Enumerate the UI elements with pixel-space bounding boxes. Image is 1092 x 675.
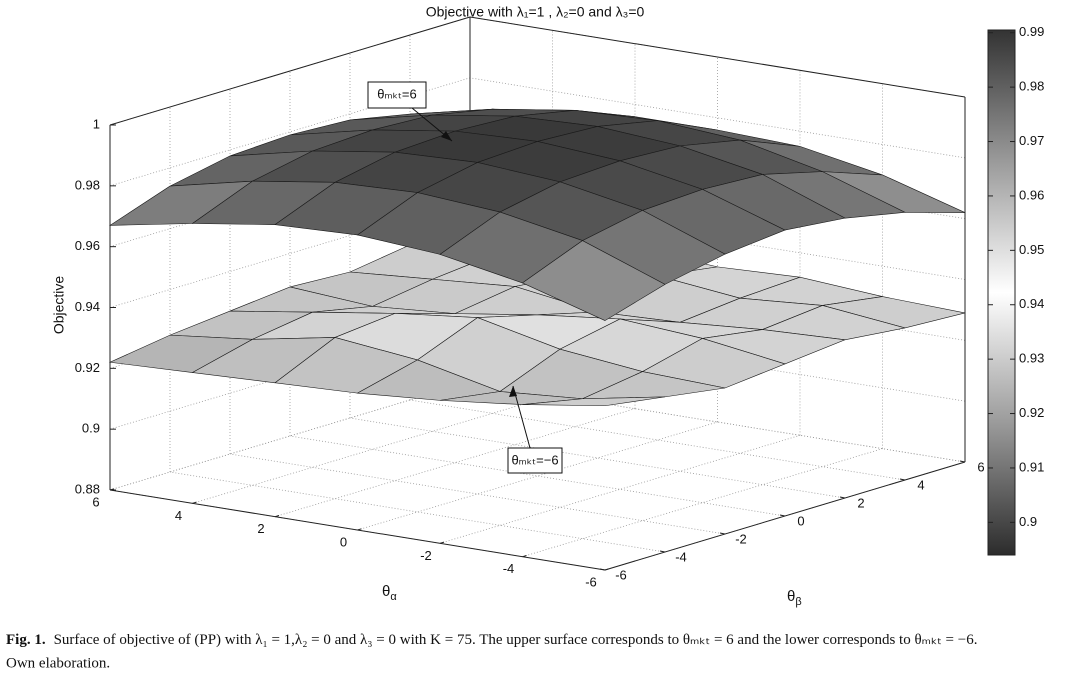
tick-mark <box>274 514 280 518</box>
y-tick-label: 4 <box>917 477 924 492</box>
chart-title: Objective with λ₁=1 , λ₂=0 and λ₃=0 <box>426 4 645 20</box>
x-tick-label: -2 <box>420 548 432 563</box>
colorbar-tick-label: 0.93 <box>1019 351 1044 366</box>
y-tick-label: 6 <box>977 459 984 474</box>
colorbar-tick-label: 0.99 <box>1019 24 1044 39</box>
z-tick-label: 0.94 <box>75 299 100 314</box>
colorbar-tick-label: 0.9 <box>1019 514 1037 529</box>
grid-line <box>409 399 906 481</box>
caption: Fig. 1. Surface of objective of (PP) with… <box>6 632 977 648</box>
y-axis-symbol: θ <box>787 588 795 605</box>
annotation: θₘₖₜ=−6 <box>507 385 563 474</box>
z-tick-label: 1 <box>93 116 100 131</box>
tick-mark <box>959 460 966 463</box>
x-tick-label: 6 <box>92 494 99 509</box>
tick-mark <box>109 488 115 491</box>
axis-line <box>109 16 471 126</box>
colorbar-tick-label: 0.97 <box>1019 133 1044 148</box>
x-axis-subscript: α <box>390 591 397 603</box>
tick-mark <box>522 554 527 558</box>
colorbar-tick-label: 0.91 <box>1019 459 1044 474</box>
y-tick-label: 2 <box>857 495 864 510</box>
y-tick-label: -6 <box>615 567 627 582</box>
x-tick-label: 2 <box>257 521 264 536</box>
plot-area: 0.88 0.9 0.92 0.94 0.96 0.98 1 -6 -4 -2 0 2 4 6 -6 -4 -2… <box>75 16 985 589</box>
arrow-head <box>509 386 517 397</box>
z-tick-label: 0.88 <box>75 481 100 496</box>
x-axis-label: θα <box>382 583 397 603</box>
colorbar-tick-label: 0.95 <box>1019 242 1044 257</box>
tick-mark <box>439 541 445 544</box>
colorbar-tick-label: 0.94 <box>1019 296 1044 311</box>
tick-mark <box>719 532 726 535</box>
x-tick-label: 0 <box>340 534 347 549</box>
axis-line <box>469 16 966 98</box>
tick-mark <box>599 568 606 571</box>
tick-mark <box>779 514 786 517</box>
colorbar-tick-label: 0.98 <box>1019 79 1044 94</box>
z-tick-label: 0.96 <box>75 238 100 253</box>
annotation-box <box>367 81 427 109</box>
y-tick-label: -4 <box>675 549 687 564</box>
colorbar-ticks: 0.9 0.91 0.92 0.93 0.94 0.95 0.96 0.97 0.98 0.99 <box>988 24 1044 529</box>
grid-line <box>349 417 846 499</box>
grid-line <box>169 471 666 553</box>
x-tick-label: 4 <box>175 508 182 523</box>
surface-patch <box>521 240 666 321</box>
tick-mark <box>604 568 610 571</box>
z-tick-label: 0.98 <box>75 177 100 192</box>
surface-patch <box>522 396 666 407</box>
colorbar-tick-label: 0.92 <box>1019 405 1044 420</box>
z-tick-label: 0.92 <box>75 360 100 375</box>
z-tick-label: 0.9 <box>82 421 100 436</box>
caption-text: Own elaboration. <box>6 655 110 671</box>
x-tick-label: -6 <box>585 574 597 589</box>
annotation-text: θₘₖₜ=6 <box>377 86 417 101</box>
caption-text: Surface of objective of (PP) with λ₁ = 1… <box>54 632 978 648</box>
y-tick-label: -2 <box>735 531 747 546</box>
tick-mark <box>357 528 362 531</box>
tick-mark <box>659 550 666 553</box>
z-axis-label: Objective <box>51 276 67 335</box>
arrow-head <box>441 131 452 141</box>
grid-line <box>229 453 726 535</box>
colorbar <box>987 29 1016 556</box>
annotation-box <box>507 447 563 474</box>
grid-line <box>289 435 786 517</box>
tick-mark <box>839 496 846 499</box>
y-axis-subscript: β <box>795 596 801 608</box>
annotation-arrow <box>512 385 531 449</box>
caption-label: Fig. 1. <box>6 632 46 648</box>
x-tick-label: -4 <box>503 561 515 576</box>
grid-line <box>469 77 966 159</box>
colorbar-tick-label: 0.96 <box>1019 187 1044 202</box>
y-axis-label: θβ <box>787 588 802 608</box>
tick-mark <box>192 501 197 504</box>
annotation: θₘₖₜ=6 <box>367 81 453 142</box>
y-tick-label: 0 <box>797 513 804 528</box>
x-axis-symbol: θ <box>382 583 390 600</box>
annotation-text: θₘₖₜ=−6 <box>511 452 558 467</box>
tick-mark <box>899 478 906 481</box>
